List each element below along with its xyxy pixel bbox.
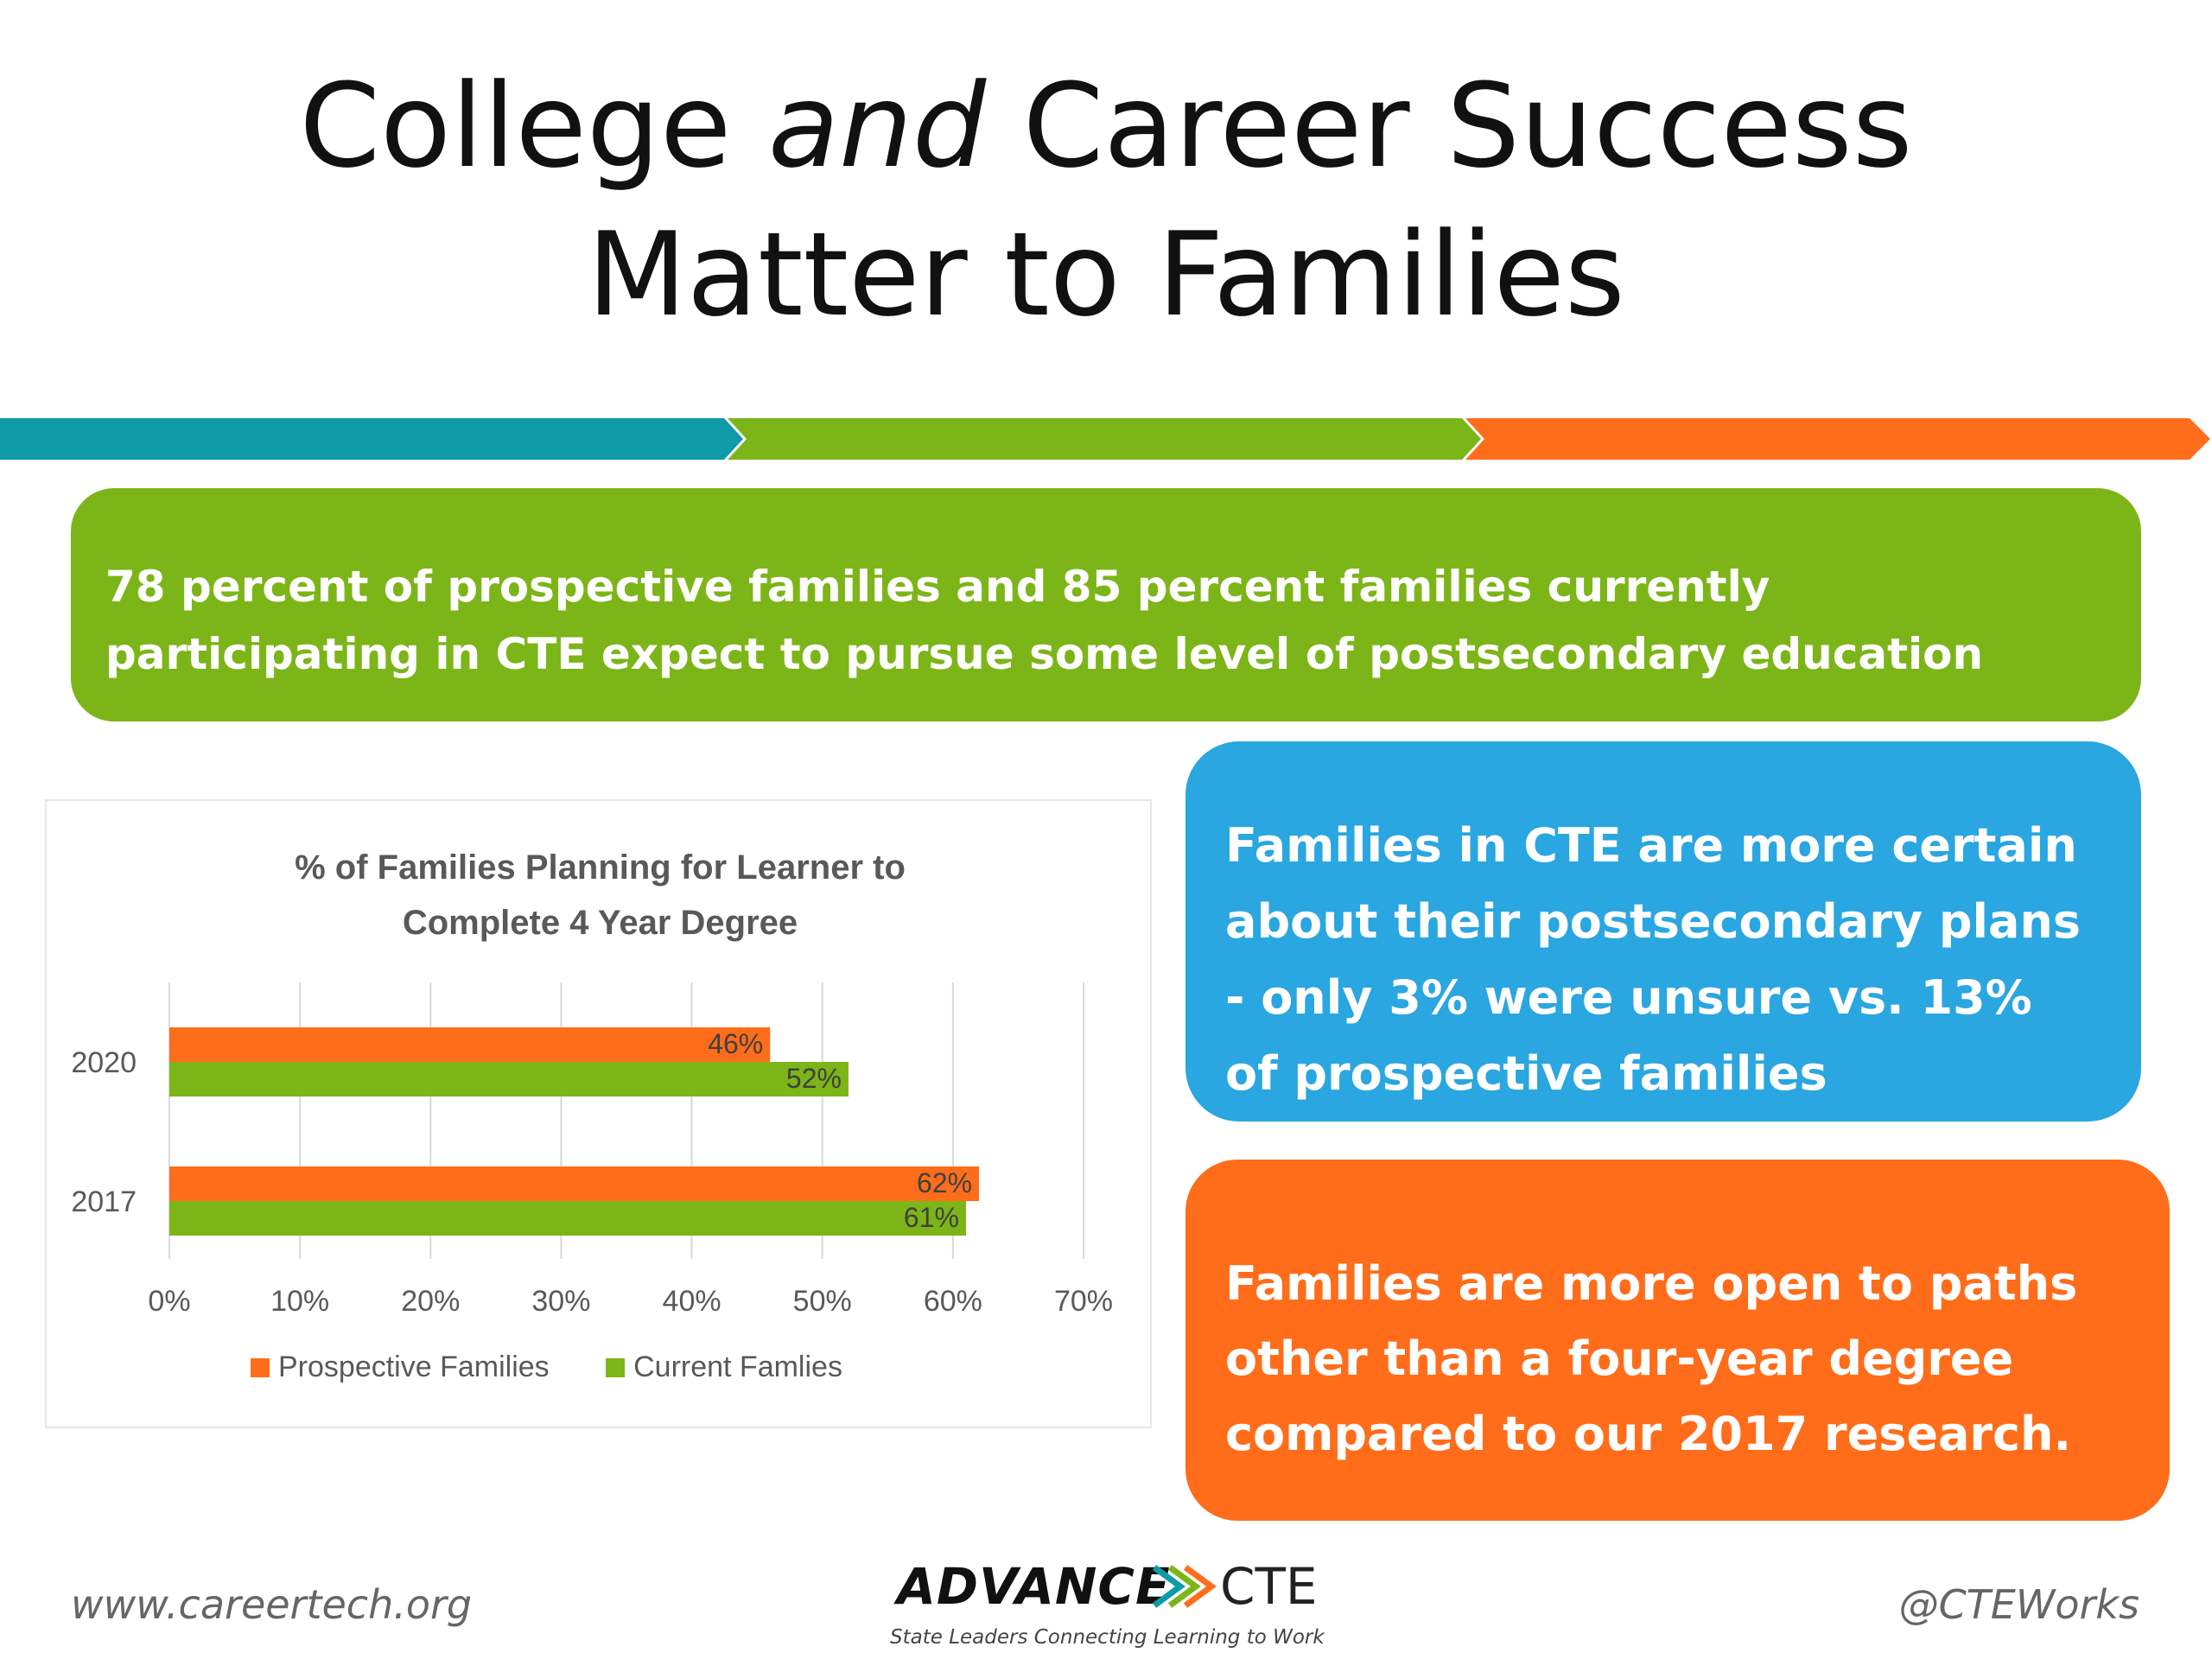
- x-tick-label: 10%: [270, 1285, 329, 1318]
- callout-postsecondary: 78 percent of prospective families and 8…: [71, 488, 2141, 721]
- logo-word-cte: CTE: [1220, 1557, 1318, 1616]
- footer-handle: @CTEWorks: [1898, 1581, 2139, 1628]
- x-tick-label: 30%: [531, 1285, 590, 1318]
- x-tick-label: 60%: [924, 1285, 982, 1318]
- chart-title-line-2: Complete 4 Year Degree: [402, 904, 798, 942]
- callout-open-paths-text: Families are more open to paths other th…: [1225, 1256, 2078, 1461]
- bar-current: [169, 1062, 849, 1096]
- title-emphasis: and: [768, 59, 987, 194]
- legend-label-prospective: Prospective Families: [278, 1351, 550, 1383]
- color-ribbon: [0, 418, 2210, 460]
- x-tick-label: 0%: [148, 1285, 190, 1318]
- slide-title: College and Career Success Matter to Fam…: [0, 52, 2212, 349]
- callout-postsecondary-text: 78 percent of prospective families and 8…: [105, 562, 1984, 679]
- logo-tagline: State Leaders Connecting Learning to Wor…: [890, 1626, 1325, 1649]
- x-tick-label: 50%: [793, 1285, 852, 1318]
- x-tick-label: 40%: [663, 1285, 721, 1318]
- legend-item-prospective: Prospective Families: [251, 1351, 550, 1384]
- chart-title-line-1: % of Families Planning for Learner to: [295, 849, 906, 887]
- ribbon-green-segment: [728, 418, 1481, 460]
- data-label: 46%: [708, 1028, 763, 1059]
- data-label: 62%: [917, 1167, 972, 1198]
- bar-prospective: [169, 1166, 980, 1201]
- category-label: 2017: [71, 1185, 137, 1218]
- footer-website: www.careertech.org: [71, 1581, 473, 1628]
- callout-open-paths: Families are more open to paths other th…: [1185, 1160, 2170, 1521]
- category-label: 2020: [71, 1046, 137, 1079]
- x-tick-label: 20%: [401, 1285, 460, 1318]
- ribbon-orange-segment: [1465, 418, 2210, 460]
- callout-certainty-text: Families in CTE are more certain about t…: [1225, 818, 2082, 1101]
- chart-legend: Prospective Families Current Famlies: [251, 1351, 891, 1385]
- title-line-1: College and Career Success: [0, 52, 2212, 200]
- chart-title: % of Families Planning for Learner to Co…: [47, 840, 1154, 950]
- data-label: 52%: [786, 1063, 842, 1094]
- bar-prospective: [169, 1027, 771, 1062]
- chevron-arrows-icon: [1152, 1565, 1217, 1608]
- title-text-a: College: [299, 59, 769, 194]
- legend-swatch-current: [606, 1357, 626, 1377]
- bar-chart: 0% 10% 20% 30% 40% 50% 60% 70% 2020 46% 52% 2017 62%…: [71, 982, 1113, 1318]
- data-label: 61%: [904, 1202, 959, 1233]
- title-line-2: Matter to Families: [587, 207, 1625, 342]
- title-text-b: Career Success: [986, 59, 1913, 194]
- legend-swatch-prospective: [251, 1357, 270, 1377]
- ribbon-teal-segment: [0, 418, 743, 460]
- chart-card: % of Families Planning for Learner to Co…: [45, 799, 1152, 1428]
- logo-word-advance: ADVANCE: [897, 1557, 1171, 1616]
- advance-cte-logo: ADVANCE CTE State Leaders Connecting Lea…: [881, 1555, 1348, 1650]
- callout-certainty: Families in CTE are more certain about t…: [1185, 741, 2141, 1122]
- x-tick-label: 70%: [1054, 1285, 1113, 1318]
- legend-item-current: Current Famlies: [606, 1351, 842, 1384]
- legend-label-current: Current Famlies: [633, 1351, 842, 1383]
- bar-current: [169, 1201, 966, 1236]
